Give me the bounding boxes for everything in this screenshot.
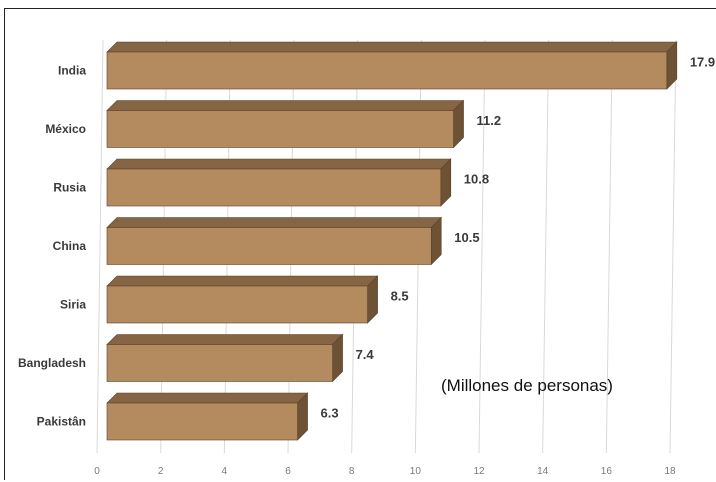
- x-tick-label: 0: [94, 466, 100, 477]
- bar-top-face: [106, 275, 379, 287]
- category-label: México: [45, 122, 86, 136]
- gridline: [542, 39, 550, 454]
- x-tick-label: 2: [158, 466, 164, 477]
- category-label: Siria: [60, 298, 86, 312]
- data-label: 7.4: [356, 347, 375, 362]
- bar-top-face: [106, 41, 678, 53]
- chart-frame: [4, 8, 716, 480]
- bar: [106, 110, 454, 148]
- category-label: Rusia: [53, 181, 86, 195]
- bar: [106, 402, 298, 441]
- data-label: 11.2: [477, 113, 502, 128]
- x-tick-label: 18: [664, 466, 676, 477]
- data-label: 10.8: [464, 172, 489, 187]
- category-label: Bangladesh: [18, 356, 86, 370]
- category-label: Pakistân: [37, 415, 86, 429]
- category-label: India: [58, 64, 86, 78]
- bar: [106, 51, 668, 90]
- data-label: 17.9: [690, 55, 715, 70]
- gridline: [96, 39, 104, 454]
- x-tick-label: 10: [410, 466, 422, 477]
- x-tick-label: 14: [537, 466, 549, 477]
- gridline: [605, 39, 613, 454]
- bar: [106, 344, 333, 382]
- units-annotation: (Millones de personas): [441, 376, 613, 395]
- bar: [106, 168, 442, 207]
- bar: [106, 285, 368, 324]
- bar: [106, 227, 432, 265]
- x-tick-label: 8: [349, 466, 355, 477]
- gridline: [669, 39, 677, 454]
- data-label: 8.5: [391, 289, 409, 304]
- bar-top-face: [106, 158, 452, 170]
- x-tick-label: 12: [473, 466, 485, 477]
- bar-top-face: [106, 100, 465, 111]
- x-tick-label: 16: [601, 466, 613, 477]
- category-label: China: [53, 239, 87, 253]
- bar-top-face: [106, 334, 344, 345]
- bar-top-face: [106, 217, 442, 228]
- gridline: [478, 39, 486, 454]
- bar-top-face: [106, 392, 309, 404]
- x-tick-label: 6: [285, 466, 291, 477]
- data-label: 10.5: [454, 230, 479, 245]
- x-tick-label: 4: [222, 466, 228, 477]
- data-label: 6.3: [321, 406, 339, 421]
